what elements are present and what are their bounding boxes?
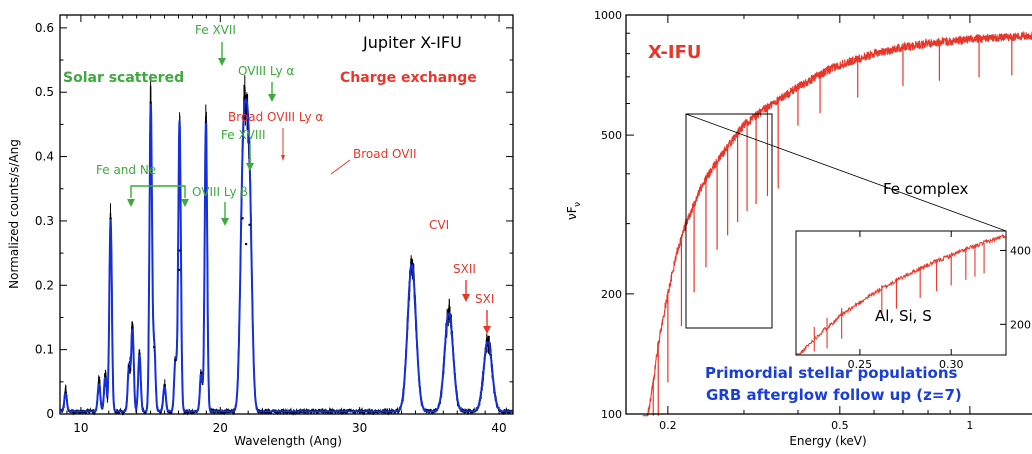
peak-point bbox=[64, 390, 67, 394]
right-y-axis-label-main: νF bbox=[565, 206, 579, 220]
x-tick-label: 40 bbox=[491, 421, 506, 435]
peak-point bbox=[138, 352, 141, 355]
right-ticks: 0.2 0.5 1 100 200 500 1000 bbox=[594, 9, 973, 432]
y-tick-label: 1000 bbox=[594, 9, 622, 22]
right-y-axis-label: νF ν bbox=[565, 202, 583, 220]
inset-x-tick-label: 0.25 bbox=[848, 358, 873, 371]
x-tick-label: 1 bbox=[966, 419, 973, 432]
arrowhead-oviii-ly-beta bbox=[221, 218, 229, 226]
annot-solar-scattered: Solar scattered bbox=[63, 70, 184, 86]
peak-point bbox=[97, 381, 101, 384]
y-tick-label: 0.3 bbox=[35, 214, 54, 228]
inset-ticks: 0.25 0.30 400 200 bbox=[848, 231, 1031, 371]
y-tick-label: 100 bbox=[601, 408, 622, 421]
x-tick-label: 30 bbox=[352, 421, 367, 435]
right-plot-frame bbox=[625, 14, 1032, 415]
peak-point bbox=[149, 101, 152, 104]
y-tick-label: 0.6 bbox=[35, 21, 54, 35]
annot-broad-oviii-ly-alpha: Broad OVIII Ly α bbox=[228, 110, 323, 124]
peak-point bbox=[244, 242, 248, 246]
arrowhead-sxi bbox=[483, 326, 491, 334]
peak-point bbox=[174, 358, 177, 362]
y-tick-label: 0.4 bbox=[35, 150, 54, 164]
peak-point bbox=[447, 310, 451, 313]
arrow-broad-ovii bbox=[330, 159, 351, 175]
annot-fe-complex: Fe complex bbox=[883, 180, 968, 198]
annot-charge-exchange: Charge exchange bbox=[340, 70, 477, 86]
left-x-axis-label: Wavelength (Ang) bbox=[234, 434, 342, 448]
peak-point bbox=[163, 384, 166, 387]
y-tick-label: 0.1 bbox=[35, 343, 54, 357]
left-y-axis-label: Normalized counts/s/Ang bbox=[7, 139, 21, 289]
annot-cvi: CVI bbox=[429, 218, 449, 232]
y-tick-label: 200 bbox=[601, 288, 622, 301]
peak-point bbox=[199, 371, 203, 375]
left-title: Jupiter X-IFU bbox=[362, 33, 462, 52]
inset: 0.25 0.30 400 200 Al, Si, S bbox=[795, 230, 1031, 371]
zoom-box bbox=[685, 113, 773, 329]
annot-grb: GRB afterglow follow up (z=7) bbox=[706, 386, 962, 404]
peak-point bbox=[177, 268, 181, 272]
left-marks bbox=[59, 74, 514, 417]
inset-background bbox=[796, 231, 1006, 355]
data-error-bars bbox=[63, 74, 496, 408]
peak-point bbox=[153, 345, 156, 349]
peak-point bbox=[241, 217, 244, 220]
right-x-axis-label: Energy (keV) bbox=[789, 434, 866, 448]
peak-point bbox=[178, 249, 182, 252]
annotation-arrows bbox=[127, 42, 491, 334]
right-chart: 0.2 0.5 1 100 200 500 1000 Energy (keV) νF ν X… bbox=[565, 9, 1032, 448]
fe-ne-bracket bbox=[130, 185, 186, 198]
right-y-axis-label-sub: ν bbox=[573, 202, 583, 207]
annot-fe-and-ne: Fe and Ne bbox=[96, 163, 156, 177]
inset-y-tick-label: 200 bbox=[1010, 318, 1031, 331]
arrowhead-broad-oviii bbox=[281, 155, 285, 161]
arrowhead-sxii bbox=[462, 294, 470, 302]
annot-broad-ovii: Broad OVII bbox=[353, 147, 417, 161]
inset-x-tick-label: 0.30 bbox=[939, 358, 964, 371]
y-tick-label: 0 bbox=[46, 407, 54, 421]
annot-fe-xvii: Fe XVII bbox=[195, 23, 236, 37]
peak-point bbox=[410, 262, 414, 265]
peak-point bbox=[486, 339, 490, 342]
arrowhead-fe-xviii bbox=[246, 163, 254, 171]
x-tick-label: 0.2 bbox=[659, 419, 677, 432]
inset-marks bbox=[796, 233, 1007, 355]
annot-sxi: SXI bbox=[475, 292, 494, 306]
right-marks bbox=[642, 30, 1032, 417]
inset-spectrum-series bbox=[796, 233, 1007, 355]
zoom-connector-top bbox=[685, 113, 1007, 232]
y-tick-label: 0.2 bbox=[35, 278, 54, 292]
peak-point bbox=[109, 217, 112, 220]
annot-oviii-ly-alpha: OVIII Ly α bbox=[238, 64, 294, 78]
arrowhead-fe-xvii bbox=[218, 58, 226, 66]
arrowhead-fe-ne-left bbox=[127, 199, 135, 207]
annot-primordial: Primordial stellar populations bbox=[705, 364, 958, 382]
x-tick-label: 10 bbox=[73, 421, 88, 435]
peak-point bbox=[248, 223, 251, 226]
y-tick-label: 500 bbox=[601, 129, 622, 142]
arrowhead-oviii-ly-alpha bbox=[268, 94, 276, 102]
peak-point bbox=[127, 365, 131, 368]
x-tick-label: 0.5 bbox=[831, 419, 849, 432]
peak-point bbox=[131, 326, 134, 329]
model-series bbox=[60, 97, 513, 413]
annot-x-ifu: X-IFU bbox=[648, 42, 702, 63]
annot-oviii-ly-beta: OVIII Ly β bbox=[192, 185, 248, 199]
peak-point bbox=[104, 374, 107, 378]
y-tick-label: 0.5 bbox=[35, 85, 54, 99]
annot-sxii: SXII bbox=[453, 262, 476, 276]
x-tick-label: 20 bbox=[213, 421, 228, 435]
left-chart: 10 20 30 40 0 0.1 0.2 0.3 0.4 0.5 0.6 Jupiter X-IF… bbox=[7, 14, 514, 448]
inset-frame bbox=[795, 230, 1007, 356]
arrowhead-fe-ne-right bbox=[181, 199, 189, 207]
left-plot-frame bbox=[59, 14, 514, 415]
inset-label: Al, Si, S bbox=[875, 307, 932, 325]
spectrum-series bbox=[642, 30, 1032, 417]
peak-point bbox=[204, 120, 208, 124]
annot-fe-xviii: Fe XVIII bbox=[221, 128, 266, 142]
inset-y-tick-label: 400 bbox=[1010, 244, 1031, 257]
